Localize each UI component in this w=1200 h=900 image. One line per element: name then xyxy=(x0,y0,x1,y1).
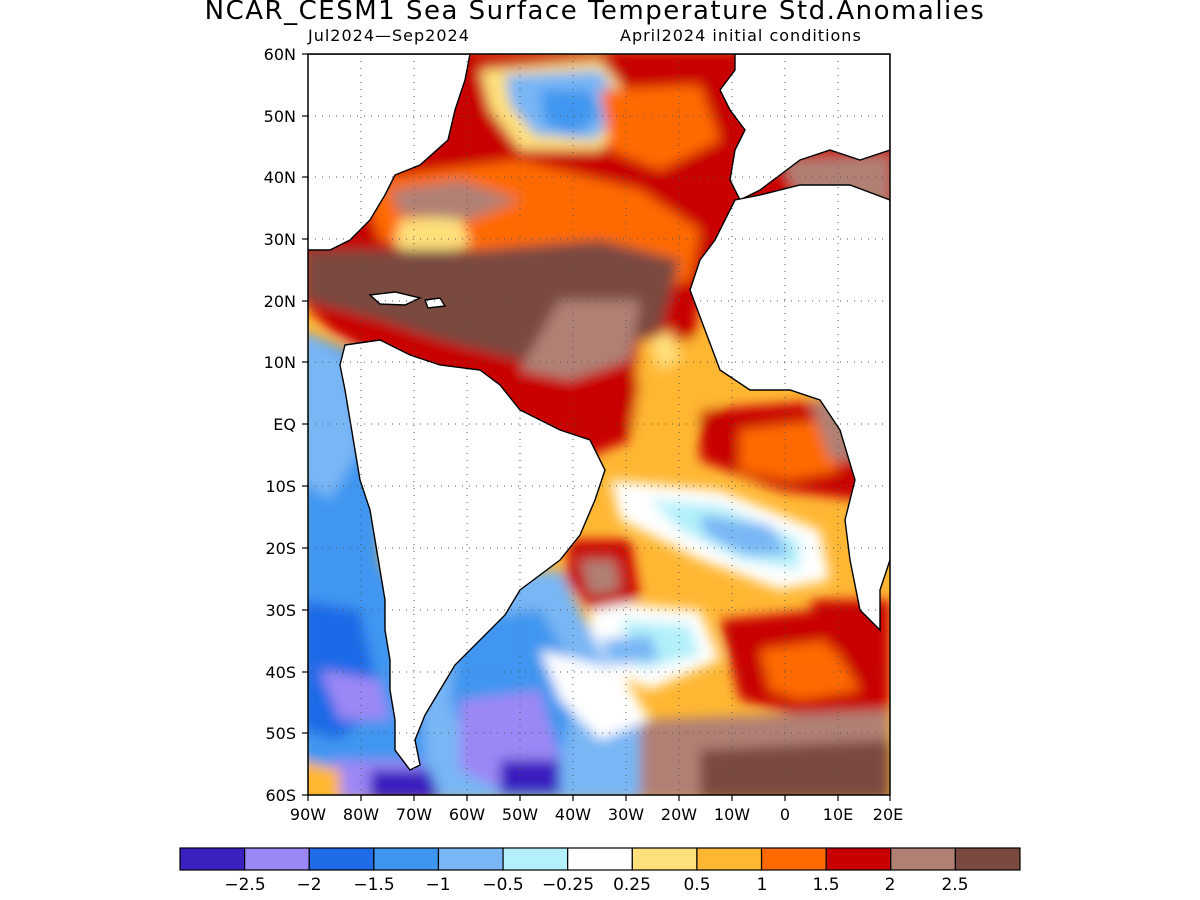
colorbar-label: 1 xyxy=(757,875,768,895)
colorbar-swatch xyxy=(696,847,763,871)
sst-anomaly-field xyxy=(308,54,890,795)
colorbar-swatch xyxy=(825,847,892,871)
lon-label: 80W xyxy=(343,805,379,824)
figure-title: NCAR_CESM1 Sea Surface Temperature Std.A… xyxy=(204,0,986,26)
colorbar-swatch xyxy=(567,847,633,871)
colorbar-label: 0.25 xyxy=(613,875,651,895)
colorbar-swatch xyxy=(760,847,827,871)
lon-label: 0 xyxy=(780,805,790,824)
lon-label: 10W xyxy=(714,805,750,824)
forecast-period: Jul2024—Sep2024 xyxy=(308,26,470,45)
lat-label: 60S xyxy=(265,786,296,805)
colorbar-swatch xyxy=(631,847,698,871)
lon-label: 60W xyxy=(449,805,485,824)
colorbar-label: 0.5 xyxy=(683,875,710,895)
lat-label: 20N xyxy=(264,292,296,311)
lon-label: 90W xyxy=(290,805,326,824)
lat-label: 60N xyxy=(264,45,296,64)
colorbar-swatch xyxy=(954,847,1021,871)
colorbar-label: −2.5 xyxy=(224,875,265,895)
lon-label: 20W xyxy=(661,805,697,824)
lon-label: 10E xyxy=(823,805,853,824)
colorbar-label: 2 xyxy=(885,875,896,895)
lat-label: 10S xyxy=(265,477,296,496)
lon-label: 20E xyxy=(873,805,903,824)
colorbar-label: −1.5 xyxy=(353,875,394,895)
colorbar-swatch xyxy=(437,847,504,871)
colorbar-label: −1 xyxy=(425,875,450,895)
colorbar-swatch xyxy=(244,847,310,871)
lon-label: 50W xyxy=(502,805,538,824)
initial-conditions: April2024 initial conditions xyxy=(620,26,862,45)
colorbar-label: −0.25 xyxy=(542,875,594,895)
lat-label: 30N xyxy=(264,230,296,249)
colorbar-label: −0.5 xyxy=(482,875,523,895)
latitude-labels: 60N 50N 40N 30N 20N 10N EQ 10S 20S 30S 4… xyxy=(264,45,296,805)
colorbar-label: −2 xyxy=(296,875,321,895)
colorbar-label: 2.5 xyxy=(941,875,968,895)
colorbar xyxy=(179,847,1021,871)
axis-ticks xyxy=(302,53,891,801)
lat-label: 10N xyxy=(264,353,296,372)
lon-label: 30W xyxy=(608,805,644,824)
colorbar-swatch xyxy=(308,847,375,871)
colorbar-swatch xyxy=(890,847,956,871)
lat-label: 30S xyxy=(265,601,296,620)
lat-label: EQ xyxy=(273,415,296,434)
longitude-labels: 90W 80W 70W 60W 50W 40W 30W 20W 10W 0 10… xyxy=(290,805,903,824)
colorbar-swatch xyxy=(179,847,246,871)
lat-label: 50N xyxy=(264,107,296,126)
lon-label: 40W xyxy=(555,805,591,824)
lat-label: 40S xyxy=(265,663,296,682)
land-masses xyxy=(308,54,890,771)
lat-label: 40N xyxy=(264,168,296,187)
colorbar-swatch xyxy=(373,847,440,871)
colorbar-labels: −2.5 −2 −1.5 −1 −0.5 −0.25 0.25 0.5 1 1.… xyxy=(224,875,968,895)
lon-label: 70W xyxy=(396,805,432,824)
lat-label: 20S xyxy=(265,539,296,558)
lat-label: 50S xyxy=(265,724,296,743)
colorbar-label: 1.5 xyxy=(812,875,839,895)
colorbar-swatch xyxy=(502,847,569,871)
